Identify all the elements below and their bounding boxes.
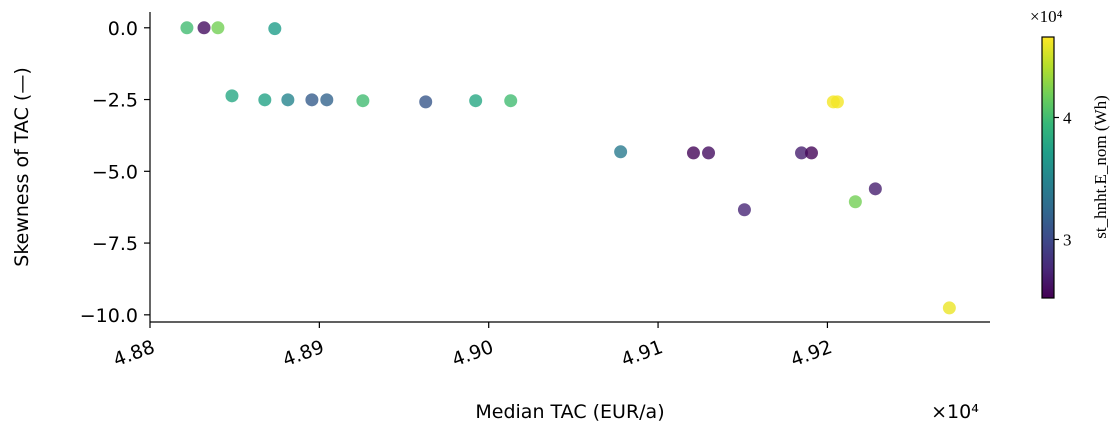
scatter-point (469, 94, 483, 108)
y-tick-label: 0.0 (108, 18, 138, 40)
colorbar-label: st_hnht.E_nom (Wh) (1091, 95, 1110, 239)
x-tick-label: 4.88 (110, 336, 157, 371)
scatter-point (830, 95, 844, 109)
scatter-point (419, 95, 433, 109)
scatter-point (702, 146, 716, 160)
scatter-point (805, 146, 818, 160)
scatter-point (737, 203, 751, 217)
scatter-point (868, 182, 882, 196)
scatter-point (211, 21, 225, 35)
y-axis-label: Skewness of TAC (—) (11, 67, 33, 266)
scatter-point (258, 93, 272, 107)
scatter-point (504, 94, 518, 108)
scatter-point (795, 146, 809, 160)
colorbar-tick-label: 4 (1063, 108, 1072, 127)
scatter-point (356, 94, 370, 108)
colorbar (1041, 36, 1055, 299)
scatter-point (197, 21, 211, 35)
x-tick-label: 4.89 (280, 336, 327, 371)
scatter-point (686, 146, 700, 160)
x-tick-label: 4.91 (618, 336, 665, 371)
scatter-point (848, 195, 862, 209)
y-tick-label: −2.5 (92, 90, 138, 112)
scatter-point (305, 93, 319, 107)
scatter-point (225, 89, 239, 103)
colorbar-offset-label: ×10⁴ (1030, 7, 1063, 26)
x-offset-label: ×10⁴ (931, 401, 979, 423)
scatter-point (180, 21, 194, 35)
scatter-point (942, 301, 956, 315)
x-tick-label: 4.92 (788, 336, 835, 371)
scatter-point (281, 93, 295, 107)
scatter-point (320, 93, 334, 107)
y-tick-label: −10.0 (80, 305, 138, 327)
scatter-point (268, 22, 282, 36)
y-tick-label: −7.5 (92, 233, 138, 255)
scatter-point (614, 145, 628, 159)
x-axis-label: Median TAC (EUR/a) (475, 401, 664, 423)
x-tick-label: 4.90 (449, 336, 496, 371)
y-tick-label: −5.0 (92, 161, 138, 183)
colorbar-tick-label: 3 (1063, 230, 1072, 249)
